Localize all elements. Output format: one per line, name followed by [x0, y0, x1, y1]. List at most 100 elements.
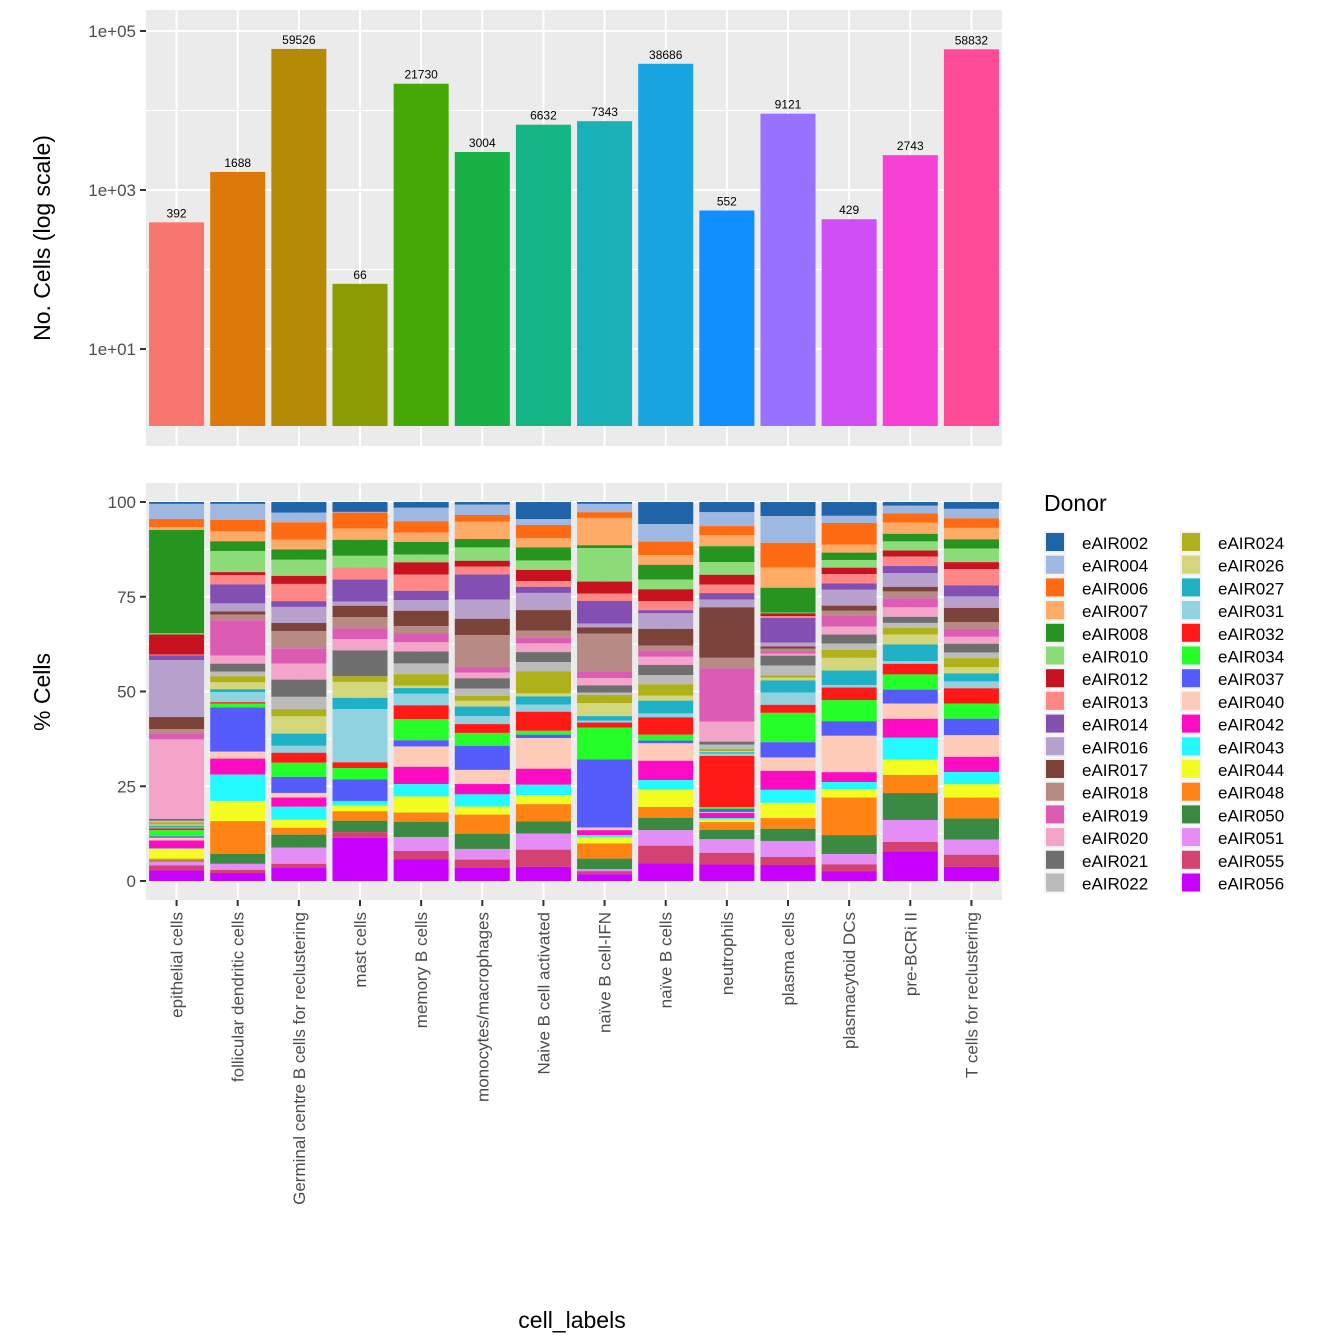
- segment-eAIR055: [149, 865, 205, 871]
- segment-eAIR020: [943, 636, 999, 644]
- segment-eAIR006: [699, 526, 755, 536]
- segment-eAIR043: [638, 780, 694, 790]
- x-tick-label: follicular dendritic cells: [229, 912, 248, 1082]
- segment-eAIR006: [760, 542, 816, 568]
- x-tick-label: plasmacytoid DCs: [840, 912, 859, 1049]
- segment-eAIR016: [760, 642, 816, 647]
- legend-label: eAIR048: [1218, 784, 1284, 803]
- segment-eAIR027: [821, 670, 877, 686]
- bar-data-label: 392: [167, 206, 187, 220]
- segment-eAIR017: [149, 717, 205, 730]
- segment-eAIR014: [699, 593, 755, 600]
- segment-eAIR032: [393, 705, 449, 720]
- segment-eAIR024: [943, 658, 999, 668]
- segment-eAIR020: [699, 721, 755, 742]
- legend-label: eAIR002: [1082, 534, 1148, 553]
- bar-data-label: 9121: [775, 98, 802, 112]
- segment-eAIR014: [454, 574, 510, 600]
- bottom-panel-stacked-bars: [149, 502, 999, 881]
- legend-label: eAIR022: [1082, 875, 1148, 894]
- segment-eAIR004: [699, 512, 755, 527]
- segment-eAIR034: [210, 703, 266, 708]
- legend-swatch: [1046, 578, 1064, 597]
- segment-eAIR014: [393, 590, 449, 601]
- segment-eAIR013: [882, 556, 938, 567]
- segment-eAIR017: [210, 611, 266, 615]
- segment-eAIR007: [332, 528, 388, 540]
- segment-eAIR037: [760, 742, 816, 758]
- legend-swatch: [1182, 578, 1200, 597]
- legend-swatch: [1182, 555, 1200, 574]
- segment-eAIR027: [393, 688, 449, 694]
- bar-data-label: 59526: [282, 33, 316, 47]
- segment-eAIR017: [454, 618, 510, 636]
- segment-eAIR031: [210, 692, 266, 703]
- segment-eAIR004: [271, 512, 327, 523]
- bar-8: [638, 63, 694, 427]
- segment-eAIR031: [943, 681, 999, 689]
- segment-eAIR044: [515, 795, 571, 805]
- segment-eAIR037: [638, 740, 694, 744]
- segment-eAIR044: [699, 819, 755, 823]
- x-tick-label: naïve B cells: [657, 912, 676, 1008]
- bar-3: [332, 283, 388, 426]
- bar-13: [943, 49, 999, 426]
- segment-eAIR017: [821, 605, 877, 611]
- segment-eAIR043: [760, 789, 816, 803]
- segment-eAIR048: [943, 797, 999, 819]
- segment-eAIR007: [149, 526, 205, 531]
- segment-eAIR037: [210, 707, 266, 752]
- segment-eAIR044: [149, 848, 205, 859]
- legend-swatch: [1046, 601, 1064, 620]
- bar-12: [882, 155, 938, 426]
- segment-eAIR012: [821, 567, 877, 575]
- segment-eAIR034: [760, 712, 816, 743]
- segment-eAIR027: [271, 733, 327, 746]
- segment-eAIR024: [699, 748, 755, 752]
- segment-eAIR043: [515, 784, 571, 796]
- segment-eAIR021: [943, 643, 999, 653]
- segment-eAIR014: [515, 586, 571, 593]
- top-y-axis-title: No. Cells (log scale): [29, 135, 55, 341]
- y-tick-label: 75: [117, 588, 136, 607]
- segment-eAIR018: [210, 614, 266, 621]
- segment-eAIR044: [760, 802, 816, 819]
- legend-swatch: [1182, 828, 1200, 847]
- x-tick-label: pre-BCRi II: [901, 912, 920, 996]
- legend-label: eAIR014: [1082, 716, 1148, 735]
- segment-eAIR017: [393, 610, 449, 627]
- segment-eAIR017: [577, 627, 633, 634]
- segment-eAIR051: [821, 854, 877, 865]
- legend-label: eAIR012: [1082, 670, 1148, 689]
- segment-eAIR007: [821, 544, 877, 553]
- y-tick-label: 50: [117, 683, 136, 702]
- segment-eAIR034: [577, 727, 633, 760]
- segment-eAIR044: [882, 759, 938, 775]
- segment-eAIR043: [821, 782, 877, 790]
- segment-eAIR050: [332, 820, 388, 833]
- segment-eAIR018: [699, 657, 755, 669]
- segment-eAIR012: [943, 562, 999, 570]
- segment-eAIR008: [393, 541, 449, 555]
- segment-eAIR027: [210, 689, 266, 693]
- segment-eAIR043: [882, 737, 938, 760]
- segment-eAIR007: [515, 538, 571, 548]
- segment-eAIR022: [577, 692, 633, 695]
- legend-swatch: [1182, 623, 1200, 642]
- segment-eAIR027: [882, 644, 938, 662]
- segment-eAIR018: [149, 729, 205, 734]
- segment-eAIR012: [760, 613, 816, 617]
- legend-swatch: [1182, 782, 1200, 801]
- segment-eAIR004: [393, 507, 449, 522]
- legend-label: eAIR051: [1218, 829, 1284, 848]
- segment-eAIR013: [149, 654, 205, 656]
- segment-eAIR031: [393, 693, 449, 706]
- segment-eAIR004: [943, 508, 999, 519]
- segment-eAIR021: [638, 664, 694, 676]
- segment-eAIR037: [577, 759, 633, 828]
- legend-label: eAIR013: [1082, 693, 1148, 712]
- segment-eAIR007: [577, 517, 633, 546]
- segment-eAIR021: [271, 679, 327, 697]
- segment-eAIR037: [882, 689, 938, 704]
- legend-label: eAIR016: [1082, 738, 1148, 757]
